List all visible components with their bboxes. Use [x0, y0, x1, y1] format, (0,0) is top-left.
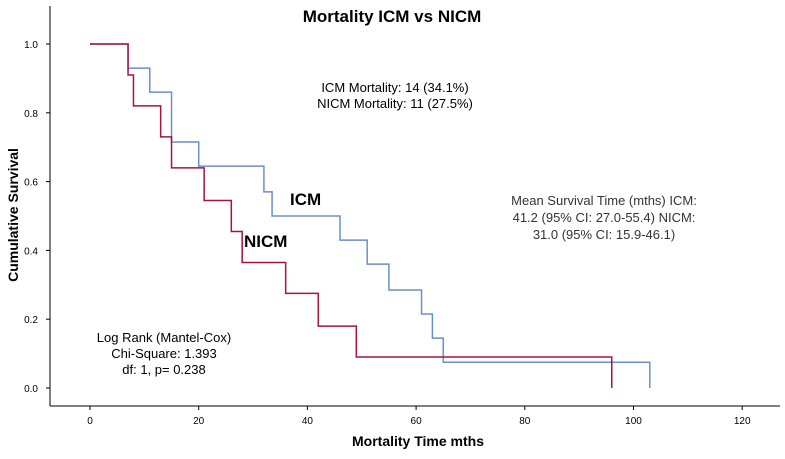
y-tick-label: 0.4 — [24, 246, 38, 257]
y-tick-label: 0.0 — [24, 384, 38, 395]
logrank-line-2: Chi-Square: 1.393 — [111, 346, 217, 361]
mean-survival-line-2: 41.2 (95% CI: 27.0-55.4) NICM: — [513, 210, 696, 225]
mean-survival-line-3: 31.0 (95% CI: 15.9-46.1) — [533, 227, 675, 242]
y-tick-label: 0.6 — [24, 178, 38, 189]
icm-series-label: ICM — [290, 190, 321, 209]
series-layer — [90, 43, 651, 388]
logrank-line-1: Log Rank (Mantel-Cox) — [97, 330, 231, 345]
logrank-line-3: df: 1, p= 0.238 — [122, 362, 205, 377]
x-tick-label: 20 — [193, 416, 205, 427]
icm-mortality-text: ICM Mortality: 14 (34.1%) — [321, 80, 468, 95]
x-tick-label: 120 — [734, 416, 751, 427]
x-tick-label: 80 — [519, 416, 531, 427]
nicm-series-label: NICM — [244, 232, 287, 251]
x-tick-label: 40 — [302, 416, 314, 427]
mean-survival-line-1: Mean Survival Time (mths) ICM: — [511, 193, 697, 208]
chart-title: Mortality ICM vs NICM — [303, 7, 482, 26]
nicm-mortality-text: NICM Mortality: 11 (27.5%) — [317, 96, 473, 111]
x-tick-label: 100 — [625, 416, 642, 427]
icm-survival-curve — [90, 43, 651, 388]
y-tick-label: 0.2 — [24, 315, 38, 326]
x-tick-label: 60 — [411, 416, 423, 427]
y-tick-label: 0.8 — [24, 109, 38, 120]
nicm-survival-curve — [90, 43, 613, 388]
x-tick-label: 0 — [87, 416, 93, 427]
x-axis-label: Mortality Time mths — [352, 433, 484, 449]
axis-ticks: 0 20 40 60 80 100 120 0.0 0.2 0.4 0.6 0.8 1.0 — [24, 40, 751, 427]
y-axis-label: Cumulative Survival — [5, 148, 21, 282]
y-tick-label: 1.0 — [24, 40, 38, 51]
